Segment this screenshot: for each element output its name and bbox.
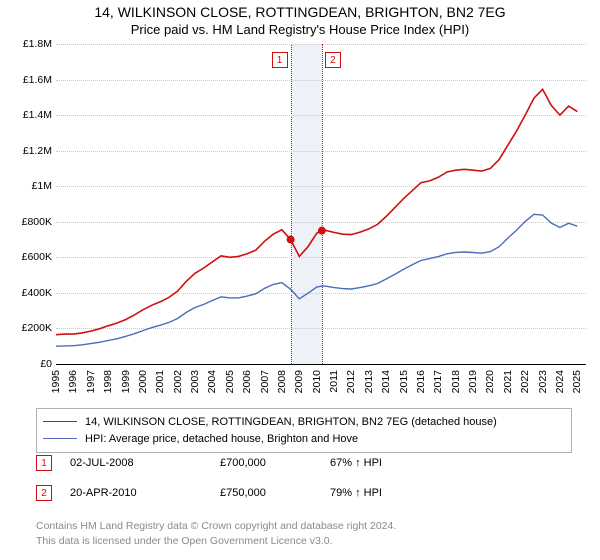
sale-hpi: 67% ↑ HPI <box>330 457 450 469</box>
sale-price: £750,000 <box>220 487 330 499</box>
legend-item: 14, WILKINSON CLOSE, ROTTINGDEAN, BRIGHT… <box>43 413 565 430</box>
x-tick-label: 2012 <box>345 370 357 393</box>
y-tick-label: £1.2M <box>23 145 52 157</box>
x-tick-label: 2011 <box>328 370 340 393</box>
chart-subtitle: Price paid vs. HM Land Registry's House … <box>0 22 600 37</box>
x-tick-label: 2002 <box>172 370 184 393</box>
sale-price: £700,000 <box>220 457 330 469</box>
legend-item: HPI: Average price, detached house, Brig… <box>43 430 565 447</box>
chart-container: 14, WILKINSON CLOSE, ROTTINGDEAN, BRIGHT… <box>0 0 600 560</box>
x-tick-label: 2009 <box>293 370 305 393</box>
y-tick-label: £400K <box>22 287 52 299</box>
x-tick-label: 2018 <box>450 370 462 393</box>
sale-point-marker <box>287 236 295 244</box>
x-tick-label: 2006 <box>241 370 253 393</box>
x-tick-label: 1997 <box>85 370 97 393</box>
x-tick-label: 2016 <box>415 370 427 393</box>
x-tick-label: 2017 <box>432 370 444 393</box>
x-tick-label: 2025 <box>571 370 583 393</box>
x-tick-label: 1998 <box>102 370 114 393</box>
x-tick-label: 2008 <box>276 370 288 393</box>
sale-hpi: 79% ↑ HPI <box>330 487 450 499</box>
y-tick-label: £1.8M <box>23 38 52 50</box>
legend-label: HPI: Average price, detached house, Brig… <box>85 433 358 445</box>
sale-marker-icon: 1 <box>36 455 52 471</box>
x-tick-label: 1995 <box>50 370 62 393</box>
footer-licence: This data is licensed under the Open Gov… <box>36 535 576 547</box>
legend: 14, WILKINSON CLOSE, ROTTINGDEAN, BRIGHT… <box>36 408 572 453</box>
x-tick-label: 2022 <box>519 370 531 393</box>
x-tick-label: 2001 <box>154 370 166 393</box>
chart-title: 14, WILKINSON CLOSE, ROTTINGDEAN, BRIGHT… <box>0 4 600 20</box>
x-tick-label: 1999 <box>120 370 132 393</box>
legend-swatch <box>43 438 77 439</box>
x-tick-label: 2019 <box>467 370 479 393</box>
x-tick-label: 1996 <box>67 370 79 393</box>
line-series-svg <box>56 44 586 364</box>
sale-row: 2 20-APR-2010 £750,000 79% ↑ HPI <box>36 484 572 502</box>
sale-row: 1 02-JUL-2008 £700,000 67% ↑ HPI <box>36 454 572 472</box>
x-tick-label: 2000 <box>137 370 149 393</box>
sale-point-marker <box>318 227 326 235</box>
x-tick-label: 2024 <box>554 370 566 393</box>
y-tick-label: £1M <box>32 180 52 192</box>
x-tick-label: 2023 <box>537 370 549 393</box>
legend-label: 14, WILKINSON CLOSE, ROTTINGDEAN, BRIGHT… <box>85 416 497 428</box>
x-tick-label: 2004 <box>206 370 218 393</box>
y-tick-label: £0 <box>40 358 52 370</box>
y-tick-label: £200K <box>22 322 52 334</box>
legend-swatch <box>43 421 77 422</box>
x-tick-label: 2021 <box>502 370 514 393</box>
x-tick-label: 2007 <box>259 370 271 393</box>
x-tick-label: 2005 <box>224 370 236 393</box>
annotation-marker: 2 <box>325 52 341 68</box>
series-line <box>56 89 577 334</box>
x-tick-label: 2010 <box>311 370 323 393</box>
x-tick-label: 2003 <box>189 370 201 393</box>
x-tick-label: 2013 <box>363 370 375 393</box>
y-tick-label: £600K <box>22 251 52 263</box>
sale-marker-icon: 2 <box>36 485 52 501</box>
x-tick-label: 2014 <box>380 370 392 393</box>
sale-date: 20-APR-2010 <box>70 487 220 499</box>
y-tick-label: £1.6M <box>23 74 52 86</box>
x-tick-label: 2020 <box>484 370 496 393</box>
x-tick-label: 2015 <box>398 370 410 393</box>
y-tick-label: £800K <box>22 216 52 228</box>
footer-copyright: Contains HM Land Registry data © Crown c… <box>36 520 576 532</box>
sale-date: 02-JUL-2008 <box>70 457 220 469</box>
y-tick-label: £1.4M <box>23 109 52 121</box>
annotation-marker: 1 <box>272 52 288 68</box>
